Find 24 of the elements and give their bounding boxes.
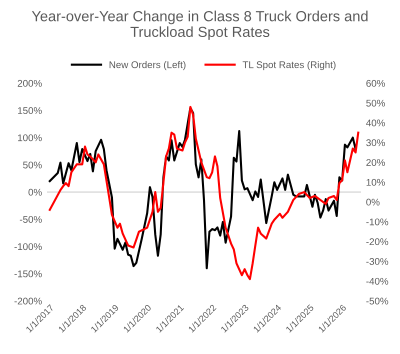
y-tick-label: 100% bbox=[18, 134, 42, 142]
y2-tick-label: -10% bbox=[366, 218, 388, 226]
y2-tick-label: -20% bbox=[366, 238, 388, 246]
y2-tick-label: -50% bbox=[366, 298, 388, 305]
y2-tick-label: 50% bbox=[366, 100, 385, 107]
y-tick-label: 50% bbox=[23, 162, 42, 168]
y2-tick-label: 20% bbox=[366, 159, 385, 166]
y-tick-label: -50% bbox=[20, 216, 42, 223]
y-tick-label: -150% bbox=[14, 270, 42, 278]
chart-title: Year-over-Year Change in Class 8 Truck Orders and Truckload Spot Rates bbox=[32, 10, 368, 40]
y2-tick-label: 30% bbox=[366, 139, 385, 146]
y-tick-label: 200% bbox=[18, 80, 42, 87]
y2-tick-label: 0% bbox=[366, 198, 380, 206]
y2-tick-label: -30% bbox=[366, 258, 388, 265]
y2-tick-label: 10% bbox=[366, 178, 385, 186]
legend-label: New Orders (Left) bbox=[110, 61, 186, 70]
y2-tick-label: -40% bbox=[366, 278, 388, 285]
y2-tick-label: 60% bbox=[366, 80, 385, 87]
y-tick-label: -200% bbox=[14, 298, 42, 305]
y-tick-label: 150% bbox=[18, 107, 42, 114]
y-tick-label: -100% bbox=[14, 243, 42, 250]
y-tick-label: 0% bbox=[28, 188, 42, 196]
legend-label: TL Spot Rates (Right) bbox=[242, 61, 336, 70]
y2-tick-label: 40% bbox=[366, 120, 385, 126]
